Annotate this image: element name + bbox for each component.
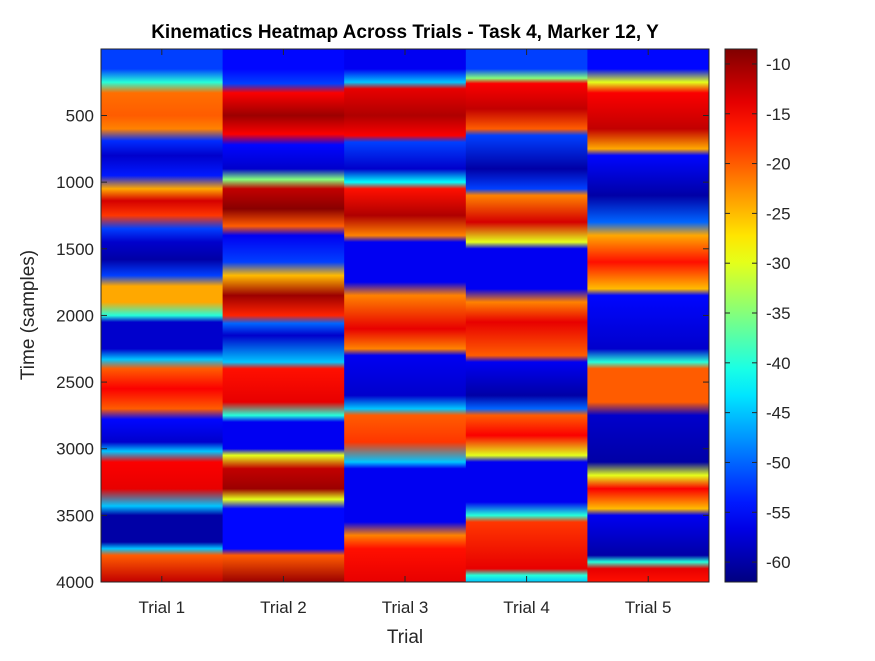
heatmap-column-2 xyxy=(222,49,345,582)
y-tick-label: 3500 xyxy=(56,506,94,525)
colorbar-tick-label: -15 xyxy=(766,105,791,124)
x-tick-label: Trial 3 xyxy=(382,598,429,617)
colorbar xyxy=(724,48,758,583)
colorbar-tick-label: -10 xyxy=(766,55,791,74)
x-axis-ticks: Trial 1 Trial 2 Trial 3 Trial 4 Trial 5 xyxy=(138,49,672,617)
colorbar-tick-label: -30 xyxy=(766,254,791,273)
heatmap-column-3 xyxy=(344,49,467,582)
y-tick-label: 2500 xyxy=(56,373,94,392)
x-tick-label: Trial 1 xyxy=(138,598,185,617)
colorbar-tick-label: -35 xyxy=(766,304,791,323)
y-tick-label: 500 xyxy=(66,107,94,126)
y-axis-ticks: 500 1000 1500 2000 2500 3000 3500 4000 xyxy=(56,107,709,592)
x-tick-label: Trial 2 xyxy=(260,598,307,617)
colorbar-tick-label: -60 xyxy=(766,553,791,572)
heatmap-columns xyxy=(101,49,710,582)
x-tick-label: Trial 4 xyxy=(503,598,550,617)
heatmap-column-4 xyxy=(465,49,588,582)
x-axis-label: Trial xyxy=(387,627,423,648)
chart-title: Kinematics Heatmap Across Trials - Task … xyxy=(151,22,659,43)
colorbar-tick-label: -55 xyxy=(766,503,791,522)
colorbar-tick-label: -50 xyxy=(766,453,791,472)
y-tick-label: 1000 xyxy=(56,173,94,192)
colorbar-ticks: -10 -15 -20 -25 -30 -35 -40 -45 -50 -55 -60 xyxy=(725,55,791,572)
heatmap-column-5 xyxy=(587,49,710,582)
colorbar-tick-label: -25 xyxy=(766,204,791,223)
y-tick-label: 1500 xyxy=(56,240,94,259)
y-tick-label: 4000 xyxy=(56,573,94,592)
x-tick-label: Trial 5 xyxy=(625,598,672,617)
y-tick-label: 3000 xyxy=(56,440,94,459)
colorbar-tick-label: -45 xyxy=(766,404,791,423)
heatmap-column-1 xyxy=(101,49,224,582)
colorbar-tick-label: -20 xyxy=(766,155,791,174)
y-axis-label: Time (samples) xyxy=(18,250,39,380)
y-tick-label: 2000 xyxy=(56,306,94,325)
colorbar-tick-label: -40 xyxy=(766,354,791,373)
